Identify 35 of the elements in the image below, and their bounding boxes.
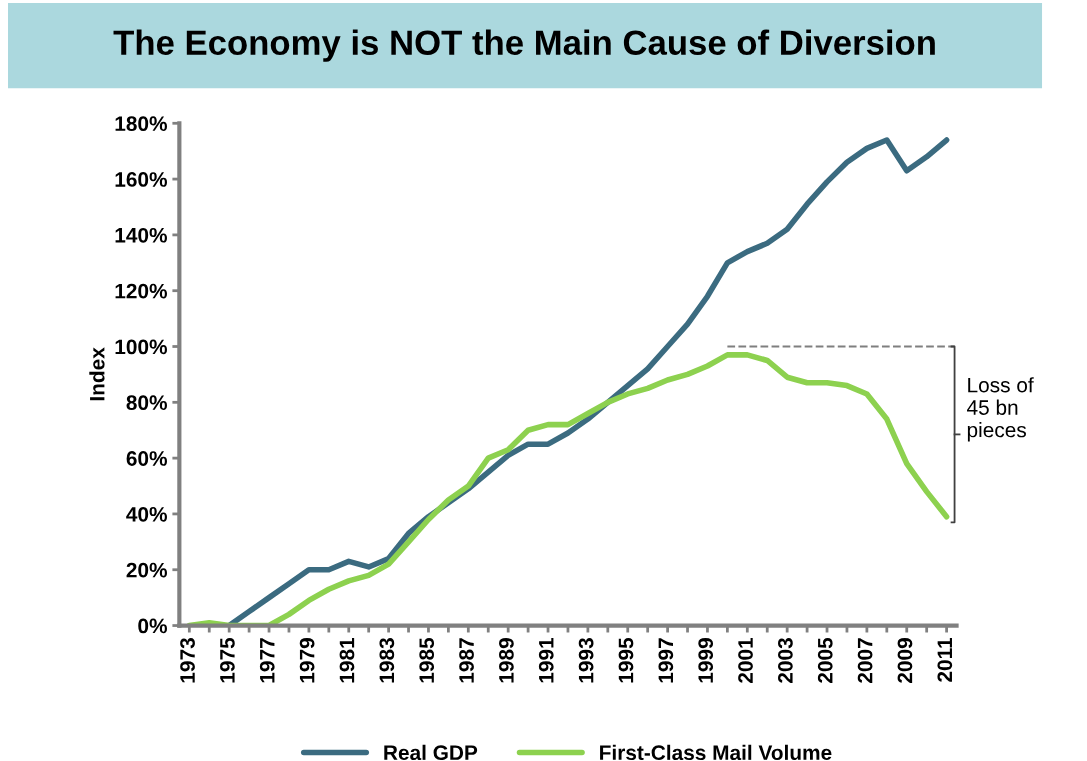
- chart-title: The Economy is NOT the Main Cause of Diversion: [113, 29, 935, 62]
- x-tick-label: 1995: [618, 637, 634, 683]
- x-tick-label: 1977: [259, 638, 275, 683]
- y-tick-label: 140%: [115, 227, 167, 243]
- x-tick-label: 2007: [857, 638, 873, 683]
- text: Loss of 45 bn pieces: [967, 377, 1034, 442]
- y-tick-label: 100%: [115, 339, 167, 355]
- y-tick-label: 0%: [138, 618, 167, 634]
- x-tick-label: 2003: [778, 638, 793, 683]
- legend-label: First-Class Mail Volume: [600, 744, 832, 761]
- x-tick-label: 1985: [419, 637, 435, 683]
- x-tick-label: 2001: [738, 637, 753, 683]
- y-tick-label: 20%: [126, 562, 167, 578]
- y-tick-label: 40%: [126, 506, 167, 522]
- y-tick-label: 180%: [115, 116, 167, 132]
- y-tick-label: 120%: [115, 283, 167, 299]
- x-tick-label: 1989: [499, 638, 514, 683]
- x-tick-label: 2009: [897, 638, 913, 683]
- x-tick-label: 1975: [220, 637, 235, 683]
- x-tick-label: 2005: [817, 637, 833, 683]
- x-tick-label: 1999: [698, 638, 714, 683]
- x-tick-label: 1997: [658, 638, 674, 683]
- x-tick-label: 1973: [180, 638, 195, 683]
- x-tick-label: 1993: [578, 638, 594, 683]
- y-axis-title: Index: [89, 347, 105, 401]
- x-tick-label: 1981: [339, 637, 355, 683]
- x-tick-label: 1991: [538, 637, 554, 683]
- y-tick-label: 160%: [115, 172, 167, 187]
- legend-label: Real GDP: [384, 744, 478, 761]
- y-tick-label: 80%: [126, 395, 167, 411]
- x-tick-label: 1983: [379, 638, 395, 683]
- x-tick-label: 1979: [299, 638, 315, 683]
- x-tick-label: 1987: [459, 638, 474, 683]
- y-tick-label: 60%: [126, 451, 167, 466]
- x-tick-label: 2011: [937, 637, 953, 682]
